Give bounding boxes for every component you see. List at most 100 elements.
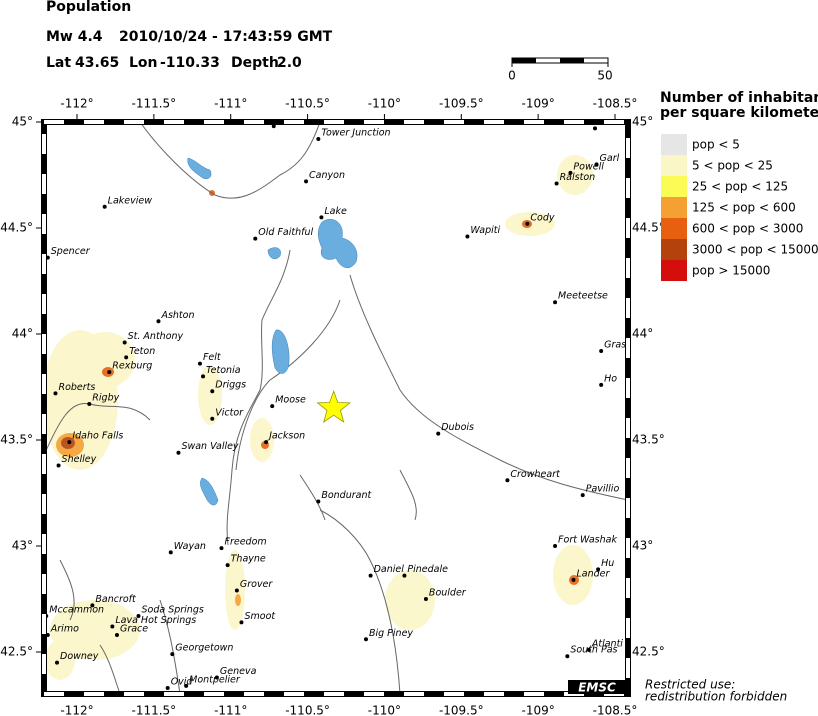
city-label: Wapiti [470,225,500,236]
city-label: Ovid [171,677,194,688]
city-dot [465,234,470,239]
city-label: Pavillio [586,484,620,495]
city-label: Daniel [374,564,405,575]
lake [271,329,290,374]
border-line [139,122,321,199]
legend: pop < 5 5 < pop < 25 25 < pop < 125 125 < p… [661,134,818,281]
lat-tick-label: 42.5° [632,645,665,659]
city-dot [505,478,510,483]
lat-tick-label: 43.5° [0,433,33,447]
population-patch [557,155,593,195]
border-line [235,299,341,471]
city-dot [553,300,558,305]
scale-bar-segment [560,58,584,63]
city-label: Swan Valley [181,441,238,452]
lat-label: Lat [46,55,71,71]
city-label: Georgetown [175,643,233,654]
lon-tick-label: -111.5° [132,97,177,111]
city-label: Big Piney [369,628,413,639]
city-label: Bondurant [321,490,372,501]
lat-tick-label: 45° [12,115,33,129]
city-label: Soda Springs [141,604,203,615]
city-dot [264,440,269,445]
city-dot [136,613,141,618]
city-label: Lander [576,568,610,579]
city-label: Cody [530,212,554,223]
lon-tick-label: -108.5° [593,704,638,716]
city-dot [107,370,112,375]
lon-tick-label: -110.5° [285,704,330,716]
city-dot [316,499,321,504]
city-label: Jackson [267,431,305,442]
city-label: Meeteetse [558,291,608,302]
city-label: Downey [60,651,99,662]
city-dot [553,544,558,548]
lat-tick-label: 43.5° [632,433,665,447]
city-label: Tetonia [206,365,241,376]
lat-tick-label: 44.5° [0,221,33,235]
city-label: Teton [129,346,155,357]
lon-label: Lon [129,55,158,71]
lon-tick-label: -111.5° [132,704,177,716]
city-dot [225,563,230,568]
legend-label: 600 < pop < 3000 [692,222,803,236]
legend-title: per square kilometer [660,105,818,121]
lat-tick-label: 44° [12,327,33,341]
depth-value: 2.0 [277,55,302,71]
city-dot [184,683,189,688]
legend-label: 5 < pop < 25 [692,159,773,173]
city-label: Geneva [220,666,257,677]
legend-swatch [661,239,687,260]
border-line [319,509,401,694]
city-dot [90,603,95,608]
lon-tick-label: -109° [522,97,555,111]
legend-swatch [661,155,687,176]
border-line [399,469,417,521]
border-line [99,644,121,694]
legend-swatch [661,218,687,239]
city-label: Old Faithful [258,227,313,238]
lon-tick-label: -112° [60,97,93,111]
city-label: Atlanti [591,638,623,649]
city-label: Ho [604,373,617,384]
city-label: Freedom [224,537,266,548]
city-dot [114,633,119,638]
city-dot [436,431,441,436]
lat-value: 43.65 [75,55,119,71]
scale-bar-segment [512,58,536,63]
lon-tick-label: -110° [368,704,401,716]
population-patches [44,155,593,680]
city-dot [363,637,368,642]
city-dot [210,389,215,394]
city-label: Tower Junction [321,127,390,138]
lake [187,157,212,180]
city-dot [402,573,407,578]
population-patch [75,332,135,388]
legend-swatch [661,134,687,155]
lat-tick-label: 43° [632,539,653,553]
datetime: 2010/10/24 - 17:43:59 GMT [119,29,333,45]
city-label: Driggs [215,380,246,391]
legend-swatch [661,260,687,281]
city-label: Thayne [231,554,266,565]
logo: EMSC [578,681,616,695]
lon-value: -110.33 [160,55,220,71]
graticule-labels: -112° -112° -111.5° -111.5° -111° -111° -110.5… [0,97,664,716]
city-dot [197,361,202,366]
city-dot [210,416,215,421]
city-label: South Pas [570,645,617,656]
lat-tick-label: 43° [12,539,33,553]
city-dot [122,340,127,345]
city-label: Wayan [174,541,206,552]
city-label: Shelley [62,454,97,465]
map-area: MadisonTower JunctionCanyonLakeviewLakeO… [44,122,628,694]
epicenter [316,390,352,423]
city-label: Arimo [50,624,79,635]
city-label: Montpelier [189,674,241,685]
city-label: Lakeview [108,195,153,206]
city-label: Powell [573,161,604,172]
city-dot [316,136,321,141]
lakes [187,157,358,506]
note: redistribution forbidden [645,690,787,704]
